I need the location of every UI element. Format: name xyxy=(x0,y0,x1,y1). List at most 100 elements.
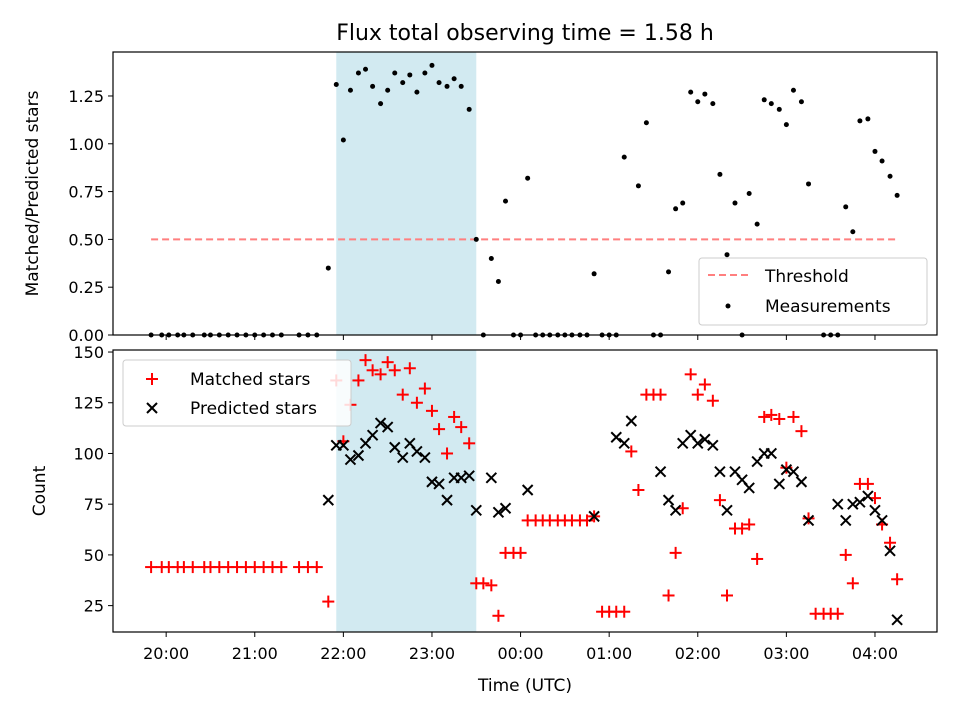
matched-point xyxy=(773,412,786,425)
predicted-point xyxy=(499,502,512,514)
measurement-point xyxy=(850,229,856,235)
predicted-point xyxy=(610,431,622,443)
measurement-point xyxy=(400,80,406,86)
predicted-point xyxy=(692,437,704,450)
measurement-point xyxy=(724,252,730,258)
measurement-point xyxy=(717,171,723,177)
matched-point xyxy=(839,548,852,561)
matched-point xyxy=(721,589,734,602)
measurement-point xyxy=(488,256,494,262)
predicted-point xyxy=(441,494,453,506)
matched-point xyxy=(758,410,771,423)
measurement-point xyxy=(798,99,804,105)
measurement-point xyxy=(865,116,871,122)
predicted-point xyxy=(618,437,630,450)
measurement-point xyxy=(872,148,878,154)
matched-point xyxy=(455,421,468,434)
y-tick-label: 1.25 xyxy=(68,87,104,106)
predicted-point xyxy=(374,417,387,429)
measurement-point xyxy=(392,70,398,76)
predicted-point xyxy=(463,470,475,482)
y-tick-label: 150 xyxy=(73,343,104,362)
x-tick-label: 23:00 xyxy=(409,644,455,663)
predicted-point xyxy=(795,476,808,488)
matched-point xyxy=(352,374,365,387)
predicted-point xyxy=(884,545,896,557)
measurement-point xyxy=(458,83,464,89)
count-x-ticks: 20:00 21:00 22:00 23:00 00:00 01:00 02:00 03:00… xyxy=(143,632,898,663)
measurement-point xyxy=(666,269,672,275)
measurement-point xyxy=(385,87,391,93)
panel-count: 25 50 75 100 125 150 20:00 21:00 22:00 23:00 00:0… xyxy=(30,343,938,696)
measurement-point xyxy=(422,70,428,76)
legend-measurements-label: Measurements xyxy=(765,297,891,317)
x-axis-label: Time (UTC) xyxy=(477,676,572,696)
matched-point xyxy=(618,605,631,618)
predicted-point xyxy=(862,490,874,502)
measurement-point xyxy=(591,271,597,277)
measurement-point xyxy=(783,122,789,128)
predicted-point xyxy=(743,482,755,494)
measurement-point xyxy=(806,181,812,187)
measurement-point xyxy=(643,120,649,126)
measurement-point xyxy=(333,82,339,88)
observing-span xyxy=(336,52,477,335)
predicted-point xyxy=(411,445,423,458)
measurement-point xyxy=(790,87,796,93)
measurement-point xyxy=(843,204,849,210)
measurement-point xyxy=(378,101,384,107)
measurement-point xyxy=(732,200,738,206)
predicted-point xyxy=(366,429,379,441)
predicted-point xyxy=(891,614,903,626)
matched-point xyxy=(698,378,711,391)
x-tick-label: 22:00 xyxy=(320,644,366,663)
matched-point xyxy=(846,577,859,590)
legend-matched-label: Matched stars xyxy=(190,370,310,390)
observing-span xyxy=(336,350,477,632)
predicted-point xyxy=(721,504,733,516)
matched-point xyxy=(802,512,815,525)
y-tick-label: 25 xyxy=(84,597,104,616)
predicted-point xyxy=(344,453,357,466)
x-tick-label: 20:00 xyxy=(143,644,189,663)
y-tick-label: 0.50 xyxy=(68,230,104,249)
matched-point xyxy=(366,364,379,377)
predicted-point xyxy=(381,421,394,433)
count-legend-box xyxy=(122,359,352,427)
matched-point xyxy=(374,368,387,381)
matched-point xyxy=(145,561,158,574)
predicted-point xyxy=(840,514,852,527)
ratio-legend-box xyxy=(698,257,928,326)
panel-ratio: Flux total observing time = 1.58 h 0.000… xyxy=(23,21,938,345)
matched-point xyxy=(691,388,704,401)
count-marks xyxy=(145,354,904,626)
predicted-point xyxy=(669,504,682,516)
predicted-point xyxy=(869,504,881,516)
count-y-axis-label: Count xyxy=(30,465,50,516)
measurement-point xyxy=(894,192,900,198)
y-tick-label: 1.00 xyxy=(68,135,104,154)
measurement-point xyxy=(680,200,686,206)
matched-point xyxy=(662,589,675,602)
y-tick-label: 100 xyxy=(73,444,104,463)
matched-point xyxy=(403,362,416,375)
x-tick-label: 02:00 xyxy=(675,644,721,663)
measurement-point xyxy=(621,154,627,160)
legend-predicted-label: Predicted stars xyxy=(190,399,317,419)
measurement-point xyxy=(436,80,442,86)
matched-point xyxy=(765,408,778,421)
matched-point xyxy=(706,394,719,407)
predicted-point xyxy=(521,484,534,496)
matched-point xyxy=(632,483,645,496)
matched-point xyxy=(448,410,461,423)
matched-point xyxy=(359,354,372,367)
legend-matched-swatch xyxy=(146,373,158,385)
matched-point xyxy=(322,595,335,608)
predicted-point xyxy=(625,415,638,427)
predicted-point xyxy=(714,466,726,478)
predicted-point xyxy=(485,472,498,484)
ratio-x-ticks xyxy=(165,335,876,340)
predicted-point xyxy=(707,439,719,452)
y-tick-label: 0.25 xyxy=(68,278,104,297)
measurement-point xyxy=(776,106,782,112)
